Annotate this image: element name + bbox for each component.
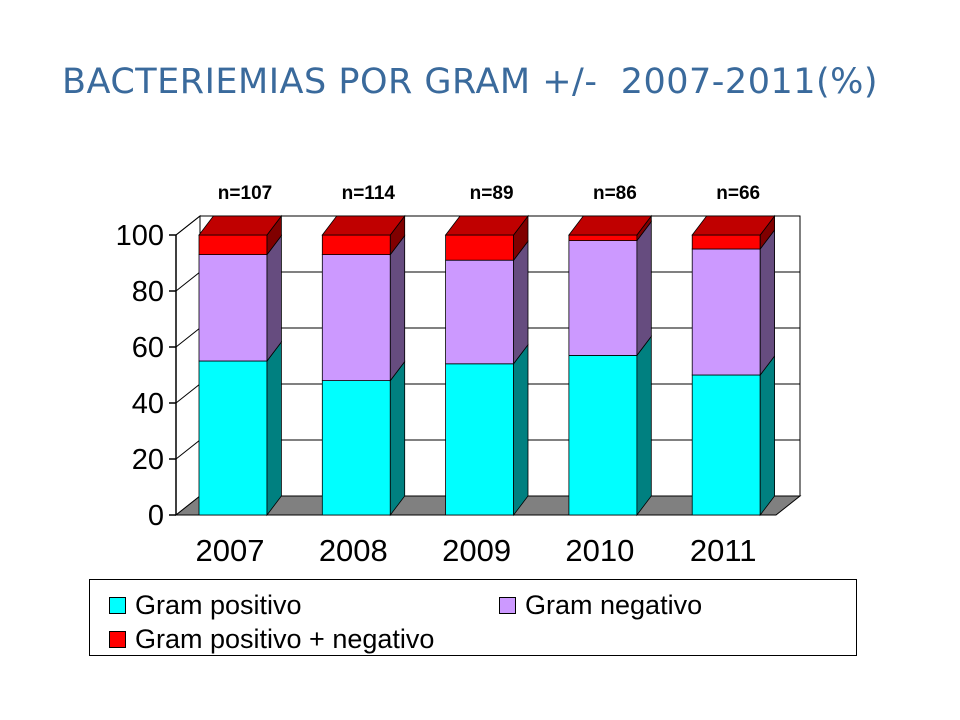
- bar-2008-top: [321, 215, 406, 236]
- bar-2008-0-side: [389, 360, 406, 517]
- y-tick-label-80: 80: [132, 276, 164, 308]
- legend-item-gram-positivo: Gram positivo: [109, 590, 302, 621]
- y-tick-label-20: 20: [132, 444, 164, 476]
- chart-legend: Gram positivo Gram negativo Gram positiv…: [89, 579, 857, 656]
- legend-item-gram-mixto: Gram positivo + negativo: [109, 624, 434, 655]
- bar-2009-0-front: [445, 363, 515, 516]
- bar-2008-0-front: [321, 380, 391, 516]
- legend-swatch-gram-mixto: [109, 631, 126, 648]
- x-category-label-2007: 2007: [196, 533, 265, 568]
- chart-labels: 0 20 40 60 80 100 2007 n=107 2008 n=114 2009 n=89 20…: [116, 183, 761, 568]
- y-tick-label-60: 60: [132, 332, 164, 364]
- legend-swatch-gram-positivo: [109, 597, 126, 614]
- bar-2011-top: [691, 215, 776, 236]
- bar-2011-1-side: [759, 228, 775, 377]
- bar-2008-2-front: [321, 234, 391, 256]
- bar-2009-1-side: [513, 240, 529, 365]
- legend-swatch-gram-negativo: [499, 597, 516, 614]
- bar-2007-2-front: [198, 234, 268, 256]
- slide-title: BACTERIEMIAS POR GRAM +/- 2007-2011(%): [62, 62, 878, 102]
- bar-2008-1-side: [389, 234, 406, 382]
- bar-2010-0-side: [636, 335, 652, 517]
- chart-bars: [198, 214, 776, 517]
- title-unit: (%): [816, 62, 879, 102]
- bar-2010-top: [568, 215, 653, 236]
- legend-item-gram-negativo: Gram negativo: [499, 590, 702, 621]
- bar-2009-2-front: [445, 234, 515, 261]
- bar-2010-0-front: [568, 354, 638, 516]
- bar-2009-0-side: [513, 343, 529, 517]
- sample-size-label-2007: n=107: [218, 183, 272, 204]
- bar-2009-top: [444, 215, 529, 236]
- bar-2011-1-front: [691, 248, 761, 376]
- bar-2007-1-front: [198, 254, 268, 362]
- x-category-label-2008: 2008: [319, 533, 388, 568]
- x-category-label-2011: 2011: [690, 533, 757, 568]
- bar-2011-0-front: [691, 374, 761, 516]
- bar-2008-1-front: [321, 254, 391, 382]
- title-years: 2007-2011: [620, 62, 817, 102]
- title-main: BACTERIEMIAS POR GRAM +/-: [62, 62, 598, 102]
- bar-2007-0-front: [198, 360, 268, 516]
- bar-2010-1-side: [636, 220, 652, 357]
- legend-label-gram-negativo: Gram negativo: [525, 590, 703, 620]
- y-tick-label-40: 40: [132, 388, 164, 420]
- bar-2010-2-front: [568, 234, 638, 241]
- sample-size-label-2010: n=86: [593, 183, 637, 204]
- bar-2009-1-front: [445, 259, 515, 365]
- y-tick-label-100: 100: [116, 220, 164, 252]
- chart-axes: [169, 234, 177, 516]
- bar-2010-1-front: [568, 240, 638, 356]
- x-category-label-2010: 2010: [565, 533, 634, 568]
- bar-2007-top: [198, 215, 283, 236]
- sample-size-label-2008: n=114: [342, 183, 396, 204]
- y-tick-label-0: 0: [148, 500, 164, 532]
- sample-size-label-2009: n=89: [470, 183, 514, 204]
- bar-2011-0-side: [759, 354, 775, 517]
- bar-2007-0-side: [266, 340, 282, 517]
- x-category-label-2009: 2009: [442, 533, 511, 568]
- sample-size-label-2011: n=66: [716, 183, 760, 204]
- bar-2007-1-side: [266, 234, 282, 363]
- stacked-bar-chart: 0 20 40 60 80 100 2007 n=107 2008 n=114 2009 n=89 20…: [116, 183, 802, 568]
- legend-label-gram-positivo: Gram positivo: [135, 590, 302, 620]
- legend-label-gram-mixto: Gram positivo + negativo: [135, 624, 435, 654]
- bar-2011-2-front: [691, 234, 761, 250]
- side-wall: [175, 214, 201, 517]
